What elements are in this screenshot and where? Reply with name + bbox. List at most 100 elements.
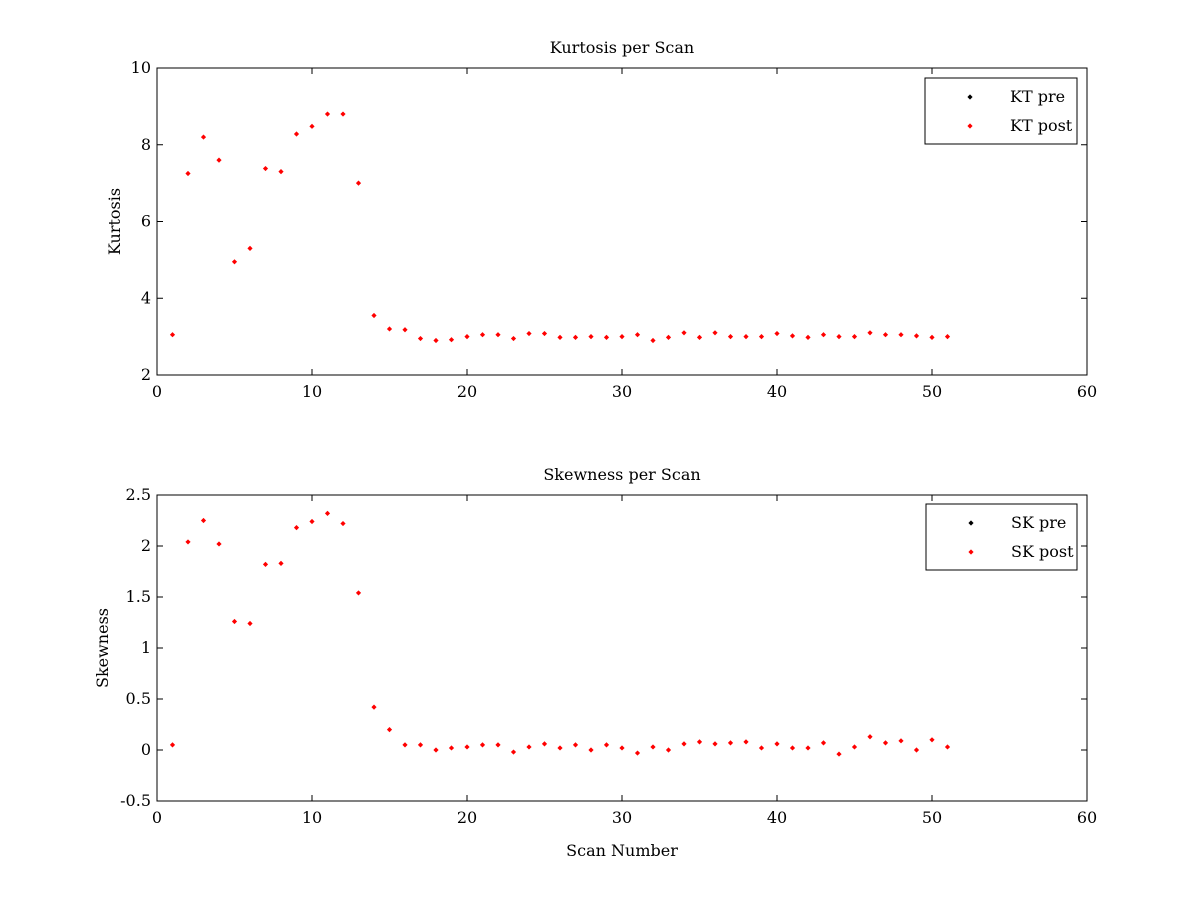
data-point	[820, 332, 827, 338]
data-point	[774, 741, 780, 747]
data-point	[665, 747, 672, 753]
x-tick-label: 30	[612, 808, 632, 827]
legend-label: SK post	[1011, 542, 1074, 561]
data-point	[867, 734, 873, 740]
legend-label: KT post	[1010, 116, 1073, 135]
data-point	[603, 742, 610, 748]
data-point	[371, 312, 377, 319]
x-tick-label: 10	[302, 808, 322, 827]
data-point	[340, 520, 346, 527]
data-point	[898, 332, 904, 338]
legend-marker	[967, 123, 973, 129]
data-point	[588, 334, 594, 340]
data-point	[836, 751, 842, 757]
legend: SK pre SK post	[925, 503, 1078, 571]
data-point	[774, 330, 780, 337]
data-point	[572, 742, 579, 748]
data-point	[185, 170, 191, 177]
data-point	[495, 742, 501, 748]
data-point	[805, 745, 811, 751]
data-point	[262, 165, 269, 172]
data-point	[448, 745, 455, 751]
data-point	[851, 334, 858, 340]
y-tick-label: 10	[131, 58, 151, 77]
data-point	[789, 333, 796, 339]
data-point	[758, 745, 765, 751]
data-point	[572, 334, 579, 340]
data-point	[386, 326, 393, 332]
data-point	[216, 541, 222, 547]
data-point	[355, 180, 362, 186]
data-point	[526, 330, 532, 337]
y-tick-label: 0.5	[126, 689, 151, 708]
data-point	[696, 739, 703, 745]
y-tick-label: -0.5	[120, 791, 151, 810]
x-tick-label: 50	[922, 808, 942, 827]
data-point	[557, 334, 563, 340]
data-point	[619, 334, 625, 340]
data-point	[324, 510, 331, 516]
data-point	[216, 157, 222, 163]
data-point	[433, 747, 439, 753]
data-point	[944, 334, 951, 340]
data-point	[510, 749, 517, 755]
x-tick-label: 10	[302, 382, 322, 401]
data-point	[650, 337, 656, 344]
data-point	[340, 111, 346, 117]
series-kt-post	[169, 111, 951, 344]
data-point	[262, 561, 269, 567]
data-point	[634, 332, 641, 338]
data-point	[293, 525, 300, 531]
data-point	[619, 745, 625, 751]
y-tick-label: 2	[141, 536, 151, 555]
data-point	[464, 334, 470, 340]
y-tick-label: 1.5	[126, 587, 151, 606]
x-tick-label: 60	[1077, 382, 1097, 401]
y-tick-label: 2	[141, 365, 151, 384]
legend-box	[924, 77, 1078, 145]
y-axis-label: Skewness	[93, 608, 112, 688]
data-point	[541, 741, 548, 747]
data-point	[402, 742, 408, 748]
data-point	[743, 334, 749, 340]
data-point	[758, 334, 765, 340]
data-point	[650, 744, 656, 750]
data-point	[169, 332, 176, 338]
x-axis-label: Scan Number	[566, 841, 678, 860]
chart-1: 0 10 20 30 40 50 60 2 4 6 8 10 Kurtosis per Scan Kurt…	[105, 38, 1097, 401]
data-point	[820, 740, 827, 746]
data-point	[867, 330, 873, 336]
x-tick-label: 30	[612, 382, 632, 401]
data-point	[169, 742, 176, 748]
data-point	[417, 742, 424, 748]
y-tick-label: 2.5	[126, 485, 151, 504]
legend-marker	[968, 549, 974, 555]
chart-title: Skewness per Scan	[543, 465, 700, 484]
data-point	[231, 259, 238, 265]
data-point	[712, 330, 718, 336]
data-point	[727, 740, 734, 746]
y-tick-label: 1	[141, 638, 151, 657]
legend: KT pre KT post	[924, 77, 1078, 145]
data-point	[944, 744, 951, 750]
data-point	[278, 560, 284, 566]
data-point	[185, 539, 191, 545]
data-point	[603, 334, 610, 340]
series-sk-post	[169, 510, 951, 757]
data-point	[836, 334, 842, 340]
data-point	[882, 740, 889, 746]
x-tick-label: 0	[152, 808, 162, 827]
legend-box	[925, 503, 1078, 571]
data-point	[510, 335, 517, 342]
data-point	[479, 742, 486, 748]
data-point	[495, 332, 501, 338]
data-point	[386, 727, 393, 733]
x-tick-label: 20	[457, 808, 477, 827]
data-point	[557, 745, 563, 751]
legend-label: KT pre	[1010, 87, 1065, 106]
data-point	[727, 334, 734, 340]
y-tick-label: 0	[141, 740, 151, 759]
data-point	[913, 333, 920, 339]
